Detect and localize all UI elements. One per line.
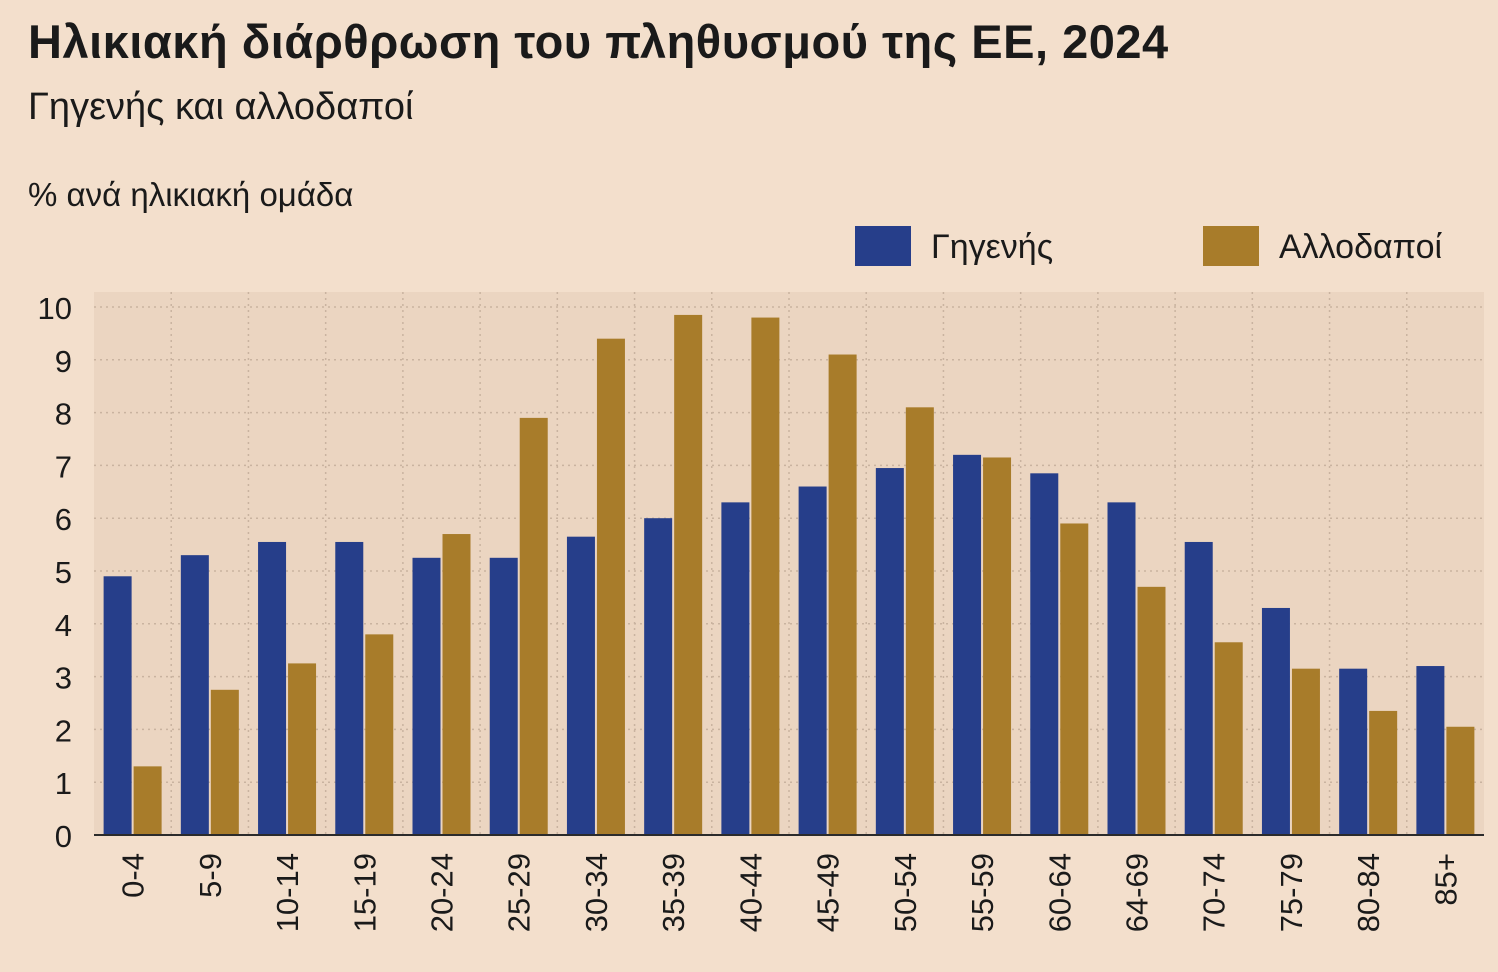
y-tick-label: 2 — [55, 713, 72, 748]
x-tick-label: 10-14 — [270, 853, 305, 932]
y-tick-label: 10 — [38, 291, 72, 326]
x-tick-label: 5-9 — [193, 853, 228, 898]
bar-native — [566, 536, 595, 835]
x-tick-label: 0-4 — [116, 853, 151, 898]
chart-title: Ηλικιακή διάρθρωση του πληθυσμού της ΕΕ,… — [28, 15, 1169, 68]
x-tick-label: 35-39 — [656, 853, 691, 932]
bar-foreign — [983, 457, 1012, 835]
x-tick-label: 25-29 — [502, 853, 537, 932]
bar-native — [1184, 541, 1213, 835]
y-tick-label: 6 — [55, 502, 72, 537]
legend-swatch-native — [855, 226, 911, 266]
bar-foreign — [1060, 523, 1089, 835]
y-tick-label: 8 — [55, 397, 72, 432]
bar-foreign — [442, 534, 471, 835]
legend-label-native: Γηγενής — [931, 228, 1054, 266]
x-tick-label: 85+ — [1428, 853, 1463, 906]
x-tick-label: 60-64 — [1042, 853, 1077, 932]
bar-foreign — [1291, 668, 1320, 835]
bar-native — [875, 468, 904, 835]
bar-foreign — [674, 314, 703, 835]
chart-subtitle: Γηγενής και αλλοδαποί — [28, 86, 414, 128]
bar-native — [1416, 666, 1445, 835]
bar-native — [953, 454, 982, 835]
y-tick-label: 9 — [55, 344, 72, 379]
bar-native — [103, 576, 132, 835]
bar-foreign — [751, 317, 780, 835]
x-tick-label: 55-59 — [965, 853, 1000, 932]
bar-native — [1261, 607, 1290, 835]
x-tick-label: 80-84 — [1351, 853, 1386, 932]
bar-foreign — [828, 354, 857, 835]
bar-foreign — [519, 417, 548, 835]
bar-foreign — [1369, 710, 1398, 835]
x-tick-label: 45-49 — [811, 853, 846, 932]
y-tick-label: 3 — [55, 661, 72, 696]
bar-foreign — [133, 766, 162, 835]
bar-native — [798, 486, 827, 835]
bar-native — [1107, 502, 1136, 835]
bar-foreign — [1214, 642, 1243, 835]
bar-foreign — [210, 689, 239, 835]
y-tick-label: 4 — [55, 608, 72, 643]
legend-label-foreign: Αλλοδαποί — [1279, 228, 1443, 266]
bar-native — [180, 555, 209, 835]
bar-native — [1030, 473, 1059, 835]
x-tick-label: 20-24 — [425, 853, 460, 932]
bar-native — [412, 557, 441, 835]
bar-native — [489, 557, 518, 835]
x-tick-label: 75-79 — [1274, 853, 1309, 932]
bar-native — [258, 541, 287, 835]
y-tick-label: 5 — [55, 555, 72, 590]
y-axis-label: % ανά ηλικιακή ομάδα — [28, 176, 354, 213]
x-tick-label: 30-34 — [579, 853, 614, 932]
bar-native — [721, 502, 750, 835]
bar-foreign — [365, 634, 394, 835]
y-tick-label: 0 — [55, 819, 72, 854]
bar-foreign — [1137, 586, 1166, 835]
x-tick-label: 50-54 — [888, 853, 923, 932]
x-tick-label: 15-19 — [347, 853, 382, 932]
bar-foreign — [1446, 726, 1475, 835]
x-tick-label: 64-69 — [1120, 853, 1155, 932]
bar-native — [335, 541, 364, 835]
bar-native — [1339, 668, 1368, 835]
legend-swatch-foreign — [1203, 226, 1259, 266]
y-tick-label: 7 — [55, 449, 72, 484]
bar-native — [644, 518, 673, 835]
bar-foreign — [596, 338, 625, 835]
bar-foreign — [905, 407, 934, 835]
y-tick-label: 1 — [55, 766, 72, 801]
x-tick-label: 70-74 — [1197, 853, 1232, 932]
bar-foreign — [288, 663, 317, 835]
x-tick-label: 40-44 — [733, 853, 768, 932]
